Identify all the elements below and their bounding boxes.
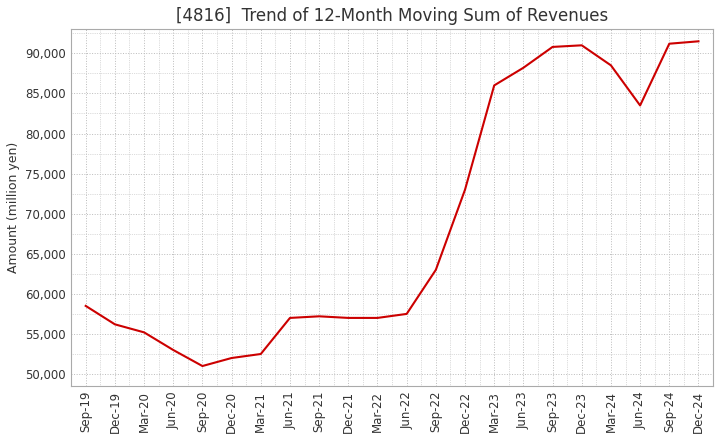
Y-axis label: Amount (million yen): Amount (million yen): [7, 142, 20, 273]
Title: [4816]  Trend of 12-Month Moving Sum of Revenues: [4816] Trend of 12-Month Moving Sum of R…: [176, 7, 608, 25]
